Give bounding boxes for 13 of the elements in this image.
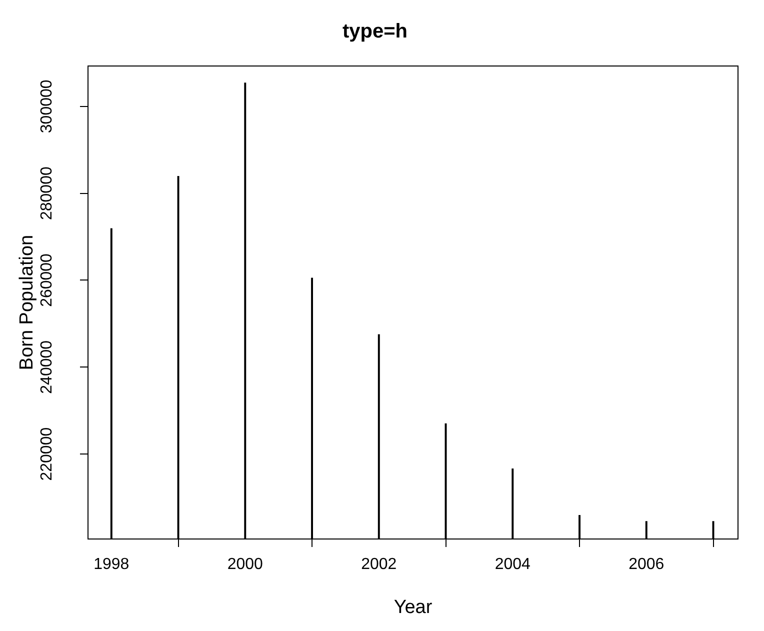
y-tick-label: 280000 xyxy=(38,166,56,220)
y-tick-label: 260000 xyxy=(38,253,56,307)
x-tick-label: 1998 xyxy=(94,556,130,574)
x-tick-label: 2006 xyxy=(628,556,664,574)
y-tick-label: 240000 xyxy=(38,340,56,394)
x-tick-label: 2000 xyxy=(227,556,264,574)
y-axis-title: Born Population xyxy=(16,234,38,370)
chart-title: type=h xyxy=(342,20,408,43)
y-tick-label: 220000 xyxy=(38,427,56,481)
x-axis-title: Year xyxy=(394,596,433,618)
x-tick-label: 2004 xyxy=(494,556,531,574)
y-tick-label: 300000 xyxy=(38,80,56,134)
x-tick-label: 2002 xyxy=(361,556,397,574)
